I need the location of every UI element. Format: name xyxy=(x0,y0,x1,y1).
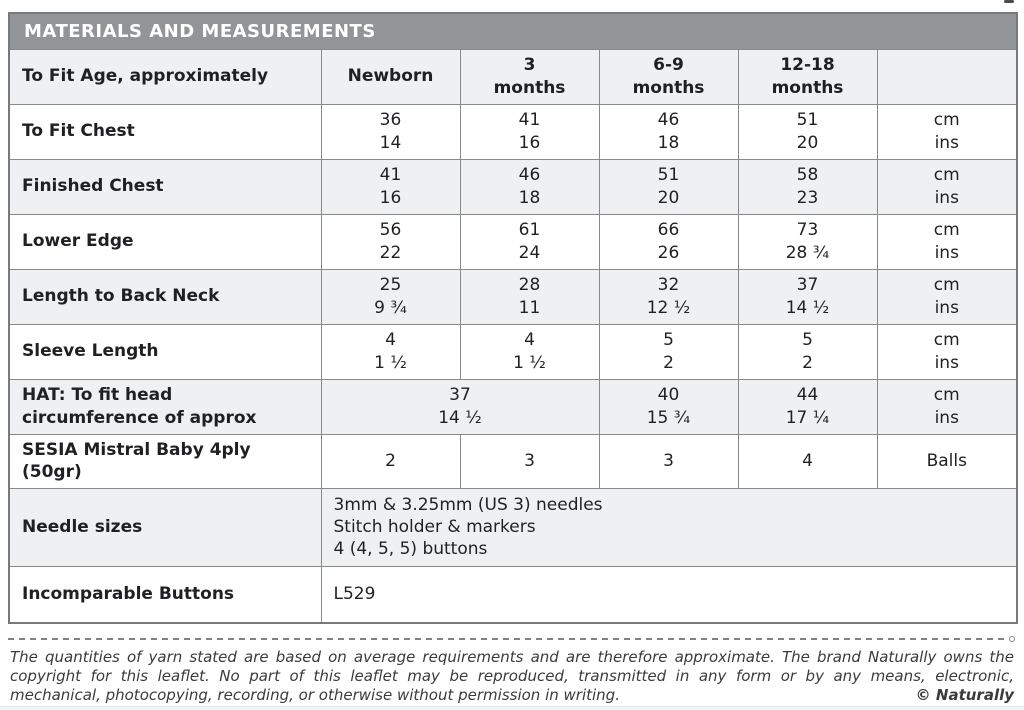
unit-cell: cm ins xyxy=(876,378,1018,435)
column-header-6-9-months: 6-9 months xyxy=(598,48,739,105)
row-label: SESIA Mistral Baby 4ply (50gr) xyxy=(8,433,322,489)
column-header-units xyxy=(876,48,1018,105)
merged-value-cell: 37 14 ½ xyxy=(320,378,600,435)
value-cell: 44 17 ¼ xyxy=(737,378,878,435)
row-label: Incomparable Buttons xyxy=(8,565,322,624)
unit-cell: cm ins xyxy=(876,213,1018,270)
value-cell: 58 23 xyxy=(737,158,878,215)
row-label: Sleeve Length xyxy=(8,323,322,380)
row-label: Finished Chest xyxy=(8,158,322,215)
page-edge-mark xyxy=(1004,0,1014,3)
value-cell: 4 1 ½ xyxy=(320,323,461,380)
table-title: MATERIALS AND MEASUREMENTS xyxy=(8,12,1018,50)
value-cell: 37 14 ½ xyxy=(737,268,878,325)
row-label: Length to Back Neck xyxy=(8,268,322,325)
value-cell: 4 xyxy=(737,433,878,489)
column-header-newborn: Newborn xyxy=(320,48,461,105)
unit-cell: cm ins xyxy=(876,158,1018,215)
value-cell: 56 22 xyxy=(320,213,461,270)
value-cell: 46 18 xyxy=(459,158,600,215)
dashed-divider xyxy=(8,636,1015,642)
table-title-row: MATERIALS AND MEASUREMENTS xyxy=(8,12,1018,50)
value-cell: 36 14 xyxy=(320,103,461,160)
table-row-yarn-balls: SESIA Mistral Baby 4ply (50gr) 2 3 3 4 B… xyxy=(8,433,1018,489)
footer-disclaimer: The quantities of yarn stated are based … xyxy=(10,648,1014,704)
value-cell: 5 2 xyxy=(598,323,739,380)
disclaimer-text: The quantities of yarn stated are based … xyxy=(10,648,1014,704)
table-row-lower-edge: Lower Edge 56 22 61 24 66 26 73 28 ¾ cm … xyxy=(8,213,1018,270)
column-header-age: To Fit Age, approximately xyxy=(8,48,322,105)
row-label: HAT: To fit head circumference of approx xyxy=(8,378,322,435)
value-cell: 32 12 ½ xyxy=(598,268,739,325)
row-label: Needle sizes xyxy=(8,487,322,567)
value-cell: 66 26 xyxy=(598,213,739,270)
value-cell: 2 xyxy=(320,433,461,489)
column-header-3-months: 3 months xyxy=(459,48,600,105)
table-row-hat-circumference: HAT: To fit head circumference of approx… xyxy=(8,378,1018,435)
value-cell: 28 11 xyxy=(459,268,600,325)
value-cell: 41 16 xyxy=(459,103,600,160)
value-cell: 3 xyxy=(459,433,600,489)
value-cell: 73 28 ¾ xyxy=(737,213,878,270)
value-cell: 51 20 xyxy=(737,103,878,160)
value-cell: 51 20 xyxy=(598,158,739,215)
unit-cell: cm ins xyxy=(876,323,1018,380)
column-header-row: To Fit Age, approximately Newborn 3 mont… xyxy=(8,48,1018,105)
notes-cell: L529 xyxy=(320,565,1018,624)
table-row-length-to-back-neck: Length to Back Neck 25 9 ¾ 28 11 32 12 ½… xyxy=(8,268,1018,325)
page-bottom-edge xyxy=(0,706,1024,710)
notes-cell: 3mm & 3.25mm (US 3) needles Stitch holde… xyxy=(320,487,1018,567)
value-cell: 61 24 xyxy=(459,213,600,270)
copyright-label: © Naturally xyxy=(915,685,1014,704)
unit-cell: cm ins xyxy=(876,103,1018,160)
value-cell: 46 18 xyxy=(598,103,739,160)
table-row-needle-sizes: Needle sizes 3mm & 3.25mm (US 3) needles… xyxy=(8,487,1018,567)
value-cell: 3 xyxy=(598,433,739,489)
table-row-incomparable-buttons: Incomparable Buttons L529 xyxy=(8,565,1018,624)
value-cell: 5 2 xyxy=(737,323,878,380)
value-cell: 25 9 ¾ xyxy=(320,268,461,325)
value-cell: 4 1 ½ xyxy=(459,323,600,380)
unit-cell: cm ins xyxy=(876,268,1018,325)
unit-cell: Balls xyxy=(876,433,1018,489)
value-cell: 40 15 ¾ xyxy=(598,378,739,435)
value-cell: 41 16 xyxy=(320,158,461,215)
table-row-sleeve-length: Sleeve Length 4 1 ½ 4 1 ½ 5 2 5 2 cm ins xyxy=(8,323,1018,380)
table-row-finished-chest: Finished Chest 41 16 46 18 51 20 58 23 c… xyxy=(8,158,1018,215)
row-label: To Fit Chest xyxy=(8,103,322,160)
row-label: Lower Edge xyxy=(8,213,322,270)
column-header-12-18-months: 12-18 months xyxy=(737,48,878,105)
table-row-to-fit-chest: To Fit Chest 36 14 41 16 46 18 51 20 cm … xyxy=(8,103,1018,160)
materials-measurements-table: MATERIALS AND MEASUREMENTS To Fit Age, a… xyxy=(8,12,1019,624)
